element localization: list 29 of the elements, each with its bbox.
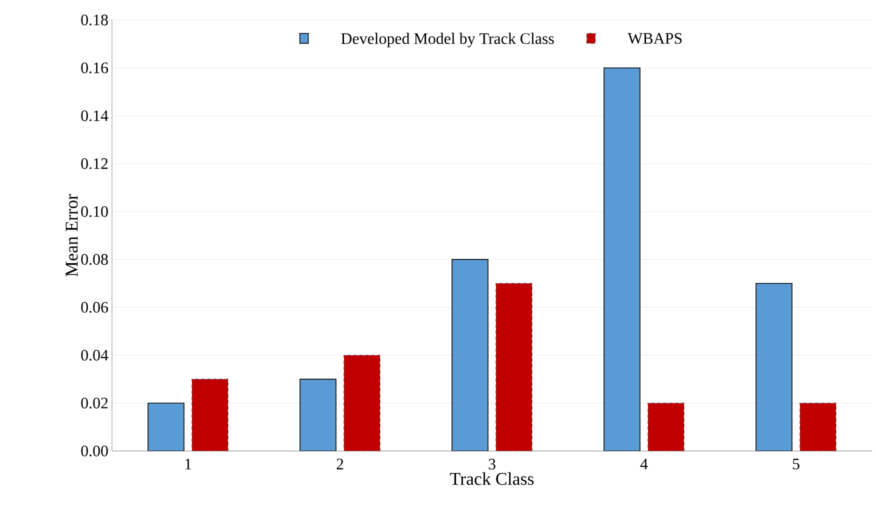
bar [192, 378, 228, 451]
bar [604, 67, 640, 451]
y-tick-label: 0.02 [81, 398, 108, 409]
y-tick-label: 0.06 [81, 302, 108, 313]
x-tick-label: 3 [488, 458, 496, 470]
x-tick-label: 1 [185, 458, 192, 470]
bar [300, 378, 336, 451]
x-tick-label: 4 [640, 458, 648, 470]
x-tick-label: 2 [336, 458, 344, 470]
bar [452, 259, 488, 451]
bar [756, 282, 792, 451]
bar [344, 354, 380, 451]
y-tick-label: 0.00 [81, 446, 108, 456]
y-tick-label: 0.12 [81, 158, 108, 170]
bar [148, 402, 184, 451]
x-axis-title: Track Class [450, 472, 534, 485]
y-tick-label: 0.18 [81, 14, 108, 26]
bar [496, 282, 532, 451]
bar [648, 402, 684, 451]
y-tick-label: 0.04 [81, 350, 108, 361]
y-tick-label: 0.08 [81, 254, 108, 265]
y-tick-label: 0.10 [81, 206, 108, 217]
bar [800, 402, 836, 451]
legend-label: Developed Model by Track Class [341, 32, 554, 48]
x-tick-label: 5 [792, 458, 800, 470]
legend-label: WBAPS [628, 33, 682, 44]
y-axis-title: Mean Error [66, 194, 78, 277]
y-tick-label: 0.14 [81, 110, 108, 122]
y-tick-label: 0.16 [81, 62, 108, 74]
